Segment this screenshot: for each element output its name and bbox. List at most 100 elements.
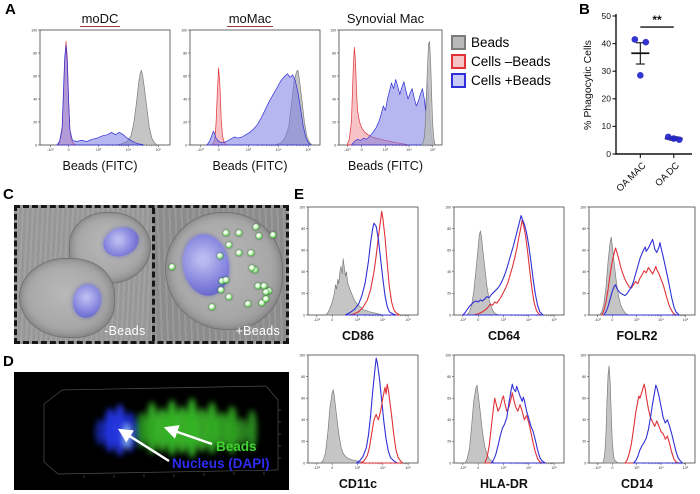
flow-histogram-cd64: 0 20 40 60 80 100 -10³ 0 10³ 10⁴ 10⁵ CD64	[440, 204, 568, 343]
flow-plot: 0 20 40 60 80 100 -10³ 0 10³ 10⁴ 10⁵	[181, 28, 321, 152]
svg-text:0: 0	[611, 318, 613, 322]
bead-dot	[254, 282, 261, 289]
flow-plot: 0 20 40 60 80 100 -10³ 0 10³ 10⁴ 10⁵	[299, 353, 419, 470]
x-axis-label: CD11c	[338, 477, 378, 491]
series-beads	[602, 365, 620, 464]
svg-text:0: 0	[334, 143, 336, 147]
svg-text:-10³: -10³	[594, 318, 601, 322]
svg-text:30: 30	[602, 66, 612, 76]
x-axis-label: Beads (FITC)	[347, 159, 423, 173]
bead-dot	[266, 287, 273, 294]
svg-text:0: 0	[68, 148, 70, 152]
x-axis-label: CD86	[342, 329, 374, 343]
series-plus	[603, 238, 680, 316]
svg-text:100: 100	[299, 205, 305, 209]
bead-dot	[222, 230, 229, 236]
series-plus	[206, 73, 312, 146]
x-axis-label: FOLR2	[616, 329, 658, 343]
svg-text:80: 80	[447, 227, 451, 231]
bead-dot	[270, 232, 277, 239]
svg-text:60: 60	[301, 249, 305, 253]
svg-text:50: 50	[602, 11, 612, 21]
series-plus	[344, 222, 397, 316]
svg-text:10: 10	[602, 121, 612, 131]
flow-histogram-folr2: 0 20 40 60 80 100 -10³ 0 10³ 10⁴ 10⁵ FOLR2	[575, 204, 699, 343]
svg-text:10⁴: 10⁴	[406, 148, 412, 152]
svg-text:60: 60	[183, 74, 187, 78]
svg-text:-10³: -10³	[314, 466, 321, 470]
svg-text:10⁴: 10⁴	[658, 466, 664, 470]
nucleus-dapi-label: Nucleus (DAPI)	[172, 456, 270, 471]
svg-text:40: 40	[183, 97, 187, 101]
panel-label-e: E	[294, 186, 305, 203]
svg-text:100: 100	[580, 353, 586, 357]
category-label: OA MAC	[615, 160, 649, 192]
svg-text:10⁴: 10⁴	[380, 318, 386, 322]
panel-label-c: C	[3, 186, 14, 203]
panel-label-a: A	[5, 1, 16, 18]
legend-item-beads: Beads	[451, 35, 551, 50]
svg-text:0: 0	[185, 143, 187, 147]
svg-text:10⁵: 10⁵	[683, 466, 689, 470]
svg-text:10³: 10³	[96, 148, 102, 152]
phagocytosed-beads	[155, 208, 287, 341]
series-plus	[490, 383, 546, 464]
svg-text:40: 40	[602, 38, 612, 48]
axes	[615, 14, 692, 155]
svg-text:20: 20	[602, 94, 612, 104]
minus-beads-label: -Beads	[104, 324, 146, 338]
svg-text:0: 0	[218, 148, 220, 152]
bead-dot	[252, 224, 259, 230]
cells-plus-beads-swatch-icon	[451, 73, 466, 88]
svg-text:100: 100	[445, 205, 451, 209]
svg-text:40: 40	[447, 418, 451, 422]
x-axis-label: HLA-DR	[480, 477, 528, 491]
svg-text:40: 40	[582, 270, 586, 274]
x-axis-label: Beads (FITC)	[62, 159, 138, 173]
series-minus	[484, 392, 544, 464]
svg-text:20: 20	[582, 292, 586, 296]
bead-dot	[222, 276, 229, 283]
series-minus	[601, 247, 678, 316]
significance-stars: **	[652, 13, 662, 27]
svg-text:60: 60	[33, 74, 37, 78]
beads-3d-label: Beads	[216, 439, 257, 454]
flow-histogram-cd86: 0 20 40 60 80 100 -10³ 0 10³ 10⁴ 10⁵ CD86	[294, 204, 422, 343]
data-point	[670, 135, 678, 142]
plot-box	[307, 206, 419, 316]
svg-text:100: 100	[31, 28, 37, 32]
svg-text:80: 80	[301, 227, 305, 231]
series-plus	[632, 384, 683, 464]
svg-text:10⁵: 10⁵	[405, 466, 411, 470]
svg-text:-10³: -10³	[314, 318, 321, 322]
flow-histogram-hla-dr: 0 20 40 60 80 100 -10³ 0 10³ 10⁴ 10⁵ HLA-DR	[440, 352, 568, 491]
flow-plot: 0 20 40 60 80 100 -10³ 0 10³ 10⁴ 10⁵	[580, 205, 696, 322]
flow-histogram-modc: moDC 0 20 40 60 80 100 -10³ 0 10³ 10⁴ 10⁵ Beads (FIT…	[26, 11, 174, 173]
svg-text:10³: 10³	[355, 318, 361, 322]
svg-text:60: 60	[582, 249, 586, 253]
svg-text:100: 100	[330, 28, 336, 32]
series-minus	[473, 219, 542, 316]
cells-minus-beads-swatch-icon	[451, 54, 466, 69]
flow-histogram-cd11c: 0 20 40 60 80 100 -10³ 0 10³ 10⁴ 10⁵ CD11c	[294, 352, 422, 491]
bead-dot	[252, 267, 259, 274]
flow-histogram-momac: moMac 0 20 40 60 80 100 -10³ 0 10³ 10⁴ 10⁵ Beads (FI…	[176, 11, 324, 173]
bead-dot	[218, 277, 225, 284]
series-beads	[320, 389, 366, 464]
axis-ticks: 0 20 40 60 80 100 -10³ 0 10³ 10⁴ 10⁵	[580, 205, 689, 321]
x-axis-label: CD14	[621, 477, 653, 491]
svg-text:10³: 10³	[634, 318, 640, 322]
bead-dot	[261, 282, 268, 289]
plot-box	[453, 206, 565, 316]
svg-text:0: 0	[361, 148, 363, 152]
svg-text:40: 40	[301, 418, 305, 422]
axis-ticks: 0 20 40 60 80 100 -10³ 0 10³ 10⁴ 10⁵	[299, 353, 411, 470]
svg-text:10³: 10³	[246, 148, 252, 152]
series-beads	[466, 230, 500, 316]
svg-text:100: 100	[181, 28, 187, 32]
svg-text:60: 60	[447, 249, 451, 253]
svg-text:10⁴: 10⁴	[126, 148, 132, 152]
bead-dot	[208, 304, 215, 310]
chart-title: Synovial Mac	[346, 11, 425, 26]
svg-text:10⁴: 10⁴	[380, 466, 386, 470]
